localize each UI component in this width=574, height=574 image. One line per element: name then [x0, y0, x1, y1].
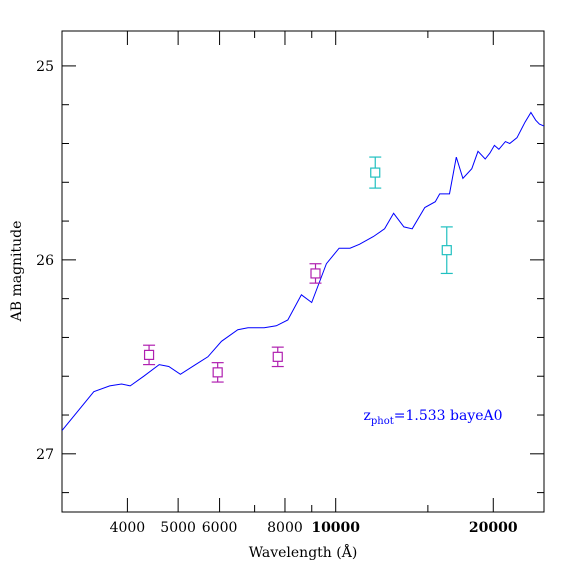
y-axis-title: AB magnitude	[9, 221, 25, 323]
tick-labels: 4000 5000 6000 8000 10000 20000 25 26 27	[36, 59, 518, 536]
annotation-subscript: phot	[371, 416, 394, 427]
annotation-text: =1.533 bayeA0	[394, 408, 503, 424]
square-marker	[310, 268, 321, 279]
plot-frame	[61, 30, 545, 513]
x-tick-label: 5000	[160, 520, 196, 536]
photo-z-annotation: zphot=1.533 bayeA0	[363, 408, 502, 427]
x-tick-label: 6000	[202, 520, 238, 536]
x-tick-label: 20000	[469, 520, 518, 536]
photometry-point	[271, 346, 284, 368]
y-tick-label: 25	[36, 59, 54, 75]
x-tick-label: 4000	[110, 520, 146, 536]
photometry-point	[143, 344, 156, 366]
photometry-points	[143, 156, 453, 383]
square-marker	[370, 167, 381, 178]
axis-ticks	[61, 31, 544, 512]
y-tick-label: 26	[36, 253, 54, 269]
square-marker	[272, 351, 283, 362]
square-marker	[212, 367, 223, 378]
annotation-base: z	[363, 408, 370, 424]
y-tick-label: 27	[36, 447, 54, 463]
square-marker	[441, 245, 452, 256]
photometry-point	[440, 226, 453, 275]
model-sed-line	[62, 111, 544, 431]
photometry-point	[211, 362, 224, 383]
x-axis-title: Wavelength (Å)	[249, 543, 358, 561]
photometry-point	[309, 263, 322, 284]
x-tick-label: 8000	[267, 520, 303, 536]
x-tick-label: 10000	[311, 520, 360, 536]
square-marker	[143, 349, 155, 360]
photometry-point	[369, 156, 382, 189]
